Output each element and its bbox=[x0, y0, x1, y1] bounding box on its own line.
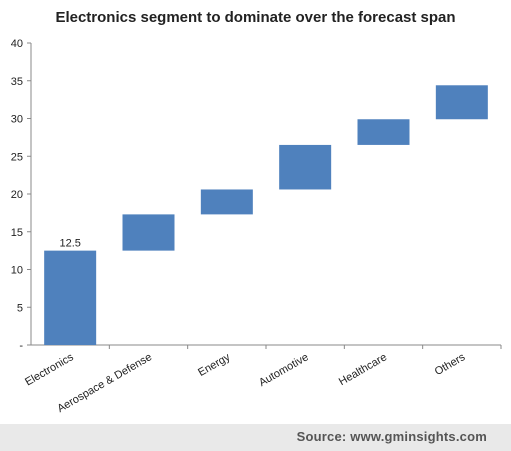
y-tick-label: 10 bbox=[11, 265, 23, 277]
y-tick-label: - bbox=[19, 340, 23, 352]
data-label: 12.5 bbox=[59, 238, 80, 250]
bar bbox=[122, 214, 175, 251]
y-tick-label: 15 bbox=[11, 227, 23, 239]
x-tick-label: Automotive bbox=[257, 351, 311, 389]
y-tick-label: 20 bbox=[11, 189, 23, 201]
bar bbox=[279, 144, 332, 190]
y-tick-label: 40 bbox=[11, 38, 23, 50]
source-text: Source: www.gminsights.com bbox=[296, 429, 487, 444]
y-tick-label: 5 bbox=[17, 302, 23, 314]
x-tick-label: Healthcare bbox=[337, 351, 389, 388]
y-tick-label: 25 bbox=[11, 151, 23, 163]
bar bbox=[435, 85, 488, 120]
bar bbox=[357, 119, 410, 145]
x-tick-label: Others bbox=[433, 351, 468, 378]
y-tick-label: 35 bbox=[11, 76, 23, 88]
bar bbox=[44, 250, 97, 345]
source-footer: Source: www.gminsights.com bbox=[0, 424, 511, 451]
bar bbox=[200, 189, 253, 215]
x-tick-label: Electronics bbox=[23, 351, 76, 389]
x-tick-label: Energy bbox=[196, 351, 233, 379]
y-tick-label: 30 bbox=[11, 114, 23, 126]
chart-title: Electronics segment to dominate over the… bbox=[55, 9, 456, 26]
